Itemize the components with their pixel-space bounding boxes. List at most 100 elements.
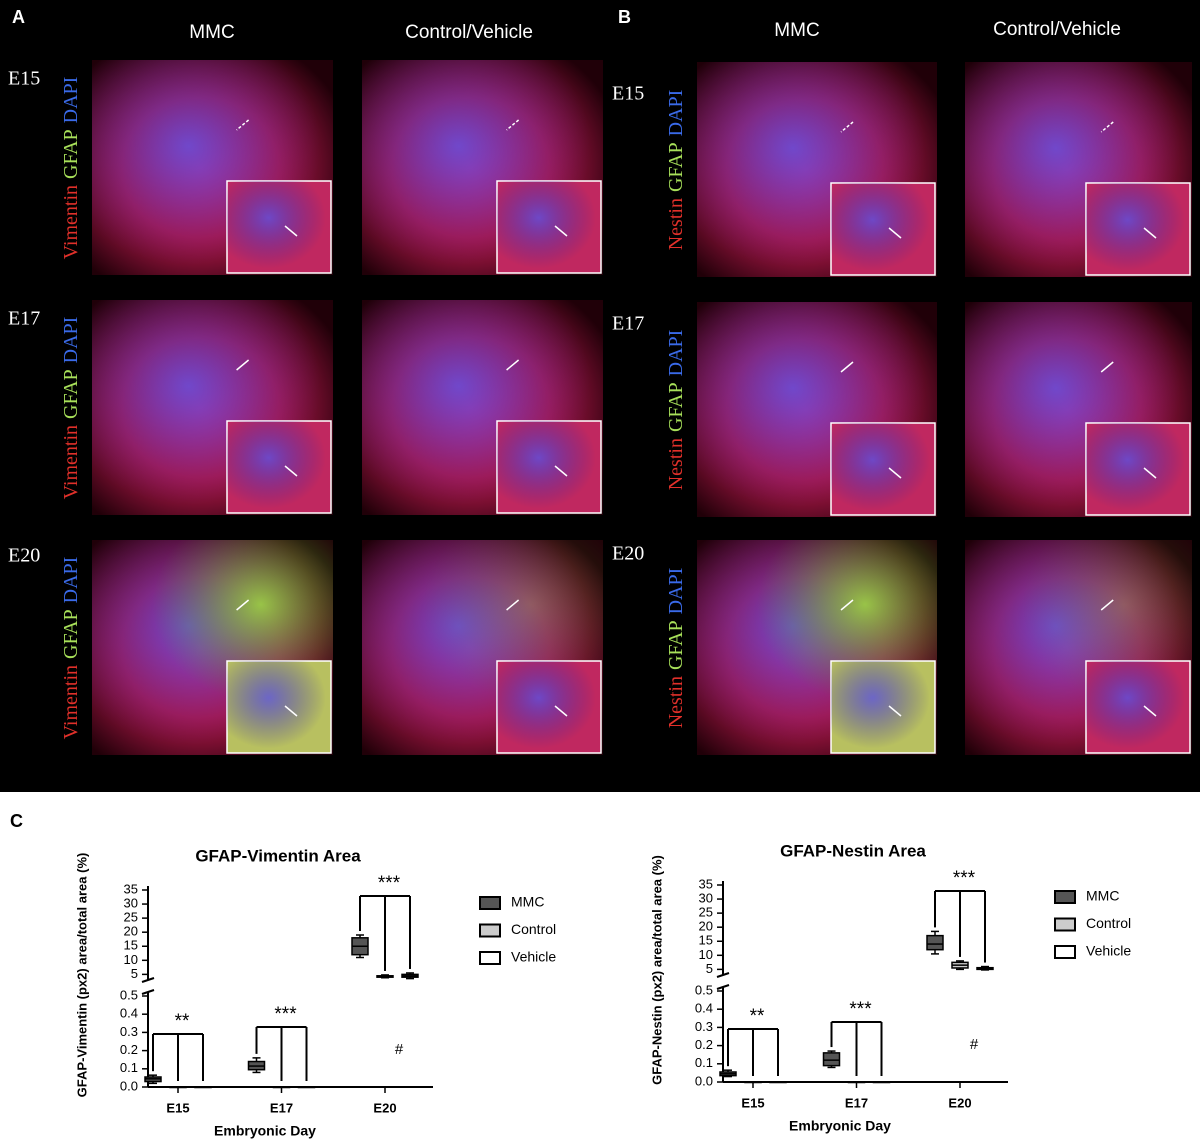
x-tick-label: E15 (741, 1095, 764, 1110)
legend-label: MMC (1086, 888, 1119, 904)
y-tick-label: 0.3 (120, 1024, 138, 1039)
y-tick-label: 15 (124, 938, 138, 953)
arrow (840, 361, 854, 373)
axis-break (716, 972, 730, 978)
y-tick-label: 0.3 (695, 1019, 713, 1034)
inset-dapi (227, 661, 331, 753)
x-tick-label: E20 (373, 1100, 396, 1115)
stain-word: DAPI (60, 557, 82, 604)
chart-title: GFAP-Vimentin Area (195, 846, 361, 865)
y-tick-label: 25 (699, 905, 713, 920)
y-tick-label: 35 (699, 876, 713, 891)
legend-label: Vehicle (1086, 943, 1131, 959)
stain-word: DAPI (60, 317, 82, 364)
y-tick-label: 0.5 (120, 987, 138, 1002)
y-tick-label: 20 (699, 919, 713, 934)
x-tick-label: E17 (270, 1100, 293, 1115)
y-tick-label: 0.2 (695, 1037, 713, 1052)
arrow (1100, 121, 1114, 133)
x-tick-label: E15 (166, 1100, 189, 1115)
y-axis-label: GFAP-Vimentin (px2) area/total area (%) (74, 853, 89, 1098)
significance: ** (175, 1011, 190, 1032)
y-tick-label: 0.0 (695, 1073, 713, 1088)
y-tick-label: 0.1 (120, 1060, 138, 1075)
x-tick-label: E20 (948, 1095, 971, 1110)
arrow (1143, 227, 1157, 239)
y-tick-label: 30 (124, 896, 138, 911)
y-tick-label: 0.2 (120, 1042, 138, 1057)
column-header: MMC (189, 22, 234, 43)
arrow (554, 225, 568, 237)
arrow (284, 225, 298, 237)
arrow (840, 121, 854, 133)
box (926, 934, 944, 951)
y-tick-label: 0.4 (695, 1001, 713, 1016)
column-header: Control/Vehicle (993, 19, 1121, 40)
stain-label: Nestin GFAP DAPI (665, 568, 687, 729)
row-label: E20 (8, 545, 40, 567)
stain-word: GFAP (60, 129, 82, 179)
charts: GFAP-Vimentin Area GFAP-Vimentin (px2) ar… (74, 841, 1131, 1138)
stain-word: DAPI (60, 77, 82, 124)
legend-swatch (1054, 917, 1076, 932)
inset-dapi (227, 421, 331, 513)
y-tick-label: 30 (699, 891, 713, 906)
legend-label: Control (511, 921, 556, 937)
row-label: E15 (612, 83, 644, 105)
inset-dapi (497, 421, 601, 513)
legend-label: MMC (511, 894, 544, 910)
stain-label: Nestin GFAP DAPI (665, 330, 687, 491)
x-tick-label: E17 (845, 1095, 868, 1110)
box-chart: GFAP-Vimentin Area GFAP-Vimentin (px2) ar… (74, 846, 556, 1138)
y-tick-label: 0.0 (120, 1078, 138, 1093)
row-label: E20 (612, 543, 644, 565)
stain-word: Nestin (665, 676, 687, 728)
significance: *** (378, 873, 401, 894)
significance: # (395, 1041, 404, 1058)
y-axis-label: GFAP-Nestin (px2) area/total area (%) (649, 855, 664, 1085)
arrow (1100, 599, 1114, 611)
panel-letter: A (12, 7, 25, 27)
legend-label: Control (1086, 915, 1131, 931)
chart-title: GFAP-Nestin Area (780, 841, 926, 860)
y-tick-label: 15 (699, 933, 713, 948)
y-tick-label: 10 (124, 952, 138, 967)
row-label: E17 (8, 308, 40, 330)
inset-dapi (831, 183, 935, 275)
arrow (840, 599, 854, 611)
stain-word: DAPI (665, 568, 687, 615)
box-chart: GFAP-Nestin Area GFAP-Nestin (px2) area/t… (649, 841, 1131, 1133)
stain-word: GFAP (60, 369, 82, 419)
box (822, 1052, 841, 1067)
arrow (506, 599, 520, 611)
y-tick-label: 0.1 (695, 1055, 713, 1070)
arrow (236, 359, 250, 371)
inset-dapi (1086, 183, 1190, 275)
stain-word: Vimentin (60, 425, 82, 499)
stain-word: DAPI (665, 90, 687, 137)
stain-word: GFAP (665, 382, 687, 432)
arrow (888, 227, 902, 239)
axis-break (141, 977, 155, 983)
panel-letter: C (10, 811, 23, 831)
arrow (284, 705, 298, 717)
arrow (1100, 361, 1114, 373)
stain-label: Vimentin GFAP DAPI (60, 557, 82, 740)
axis-break (141, 989, 155, 995)
significance: *** (953, 868, 976, 889)
arrow (554, 465, 568, 477)
stain-word: DAPI (665, 330, 687, 377)
y-tick-label: 25 (124, 910, 138, 925)
arrow (506, 359, 520, 371)
y-tick-label: 0.5 (695, 982, 713, 997)
arrow (1143, 467, 1157, 479)
y-tick-label: 20 (124, 924, 138, 939)
x-axis-label: Embryonic Day (789, 1118, 891, 1134)
significance: *** (274, 1004, 297, 1025)
y-tick-label: 5 (131, 966, 138, 981)
significance: # (970, 1036, 979, 1053)
inset-dapi (227, 181, 331, 273)
stain-word: Vimentin (60, 185, 82, 259)
inset-dapi (831, 661, 935, 753)
